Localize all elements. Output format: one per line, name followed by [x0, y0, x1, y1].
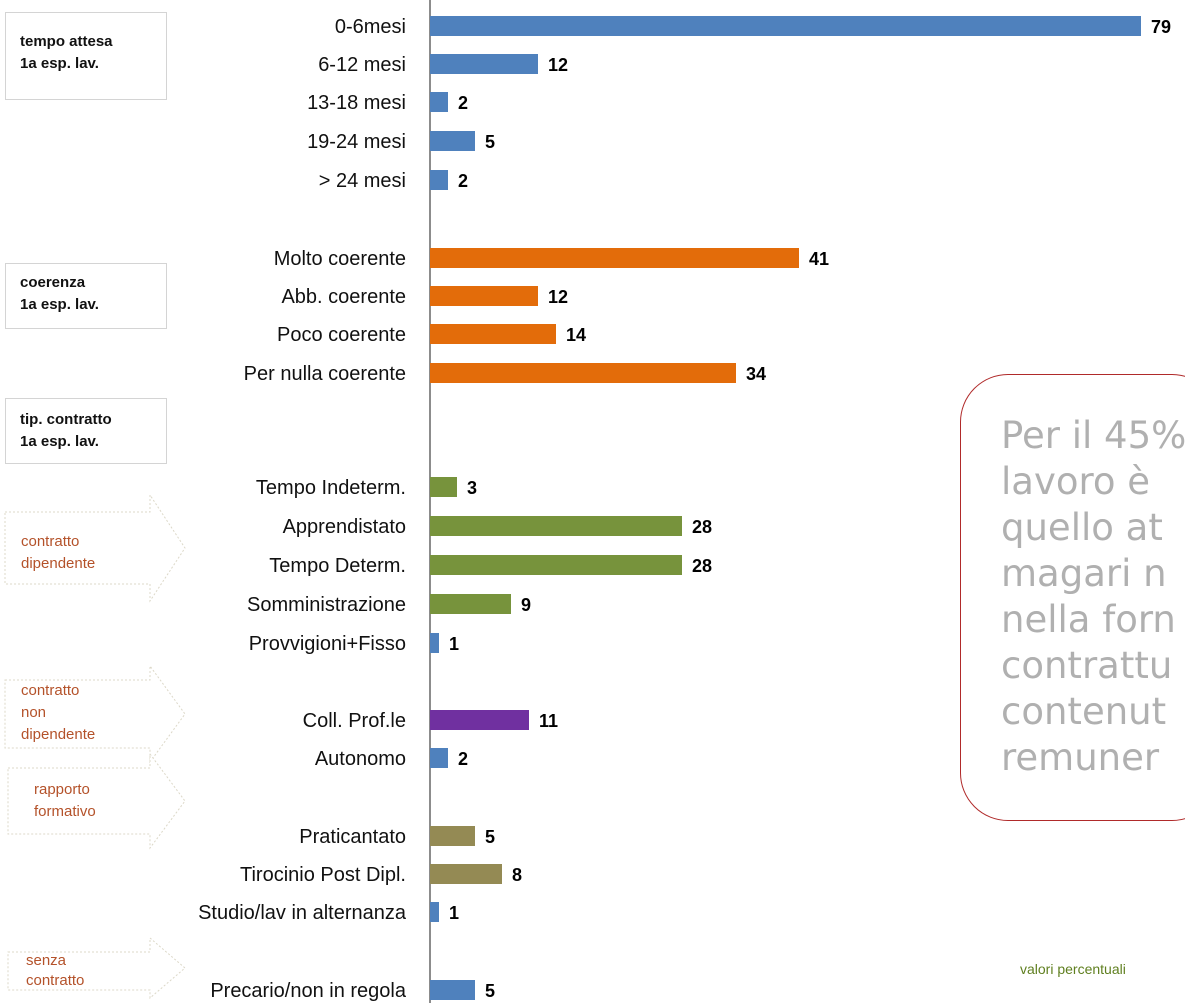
section-box-tempo-attesa: tempo attesa 1a esp. lav. [5, 12, 167, 100]
bar [430, 248, 799, 268]
bar [430, 131, 475, 151]
category-label: Precario/non in regola [210, 980, 407, 1002]
group-label-line: contratto [26, 972, 85, 989]
category-label: Somministrazione [247, 594, 406, 616]
category-label: Studio/lav in alternanza [198, 902, 407, 924]
value-label: 5 [485, 827, 495, 847]
value-label: 2 [458, 749, 468, 769]
value-label: 5 [485, 132, 495, 152]
bar [430, 286, 538, 306]
group-label-senza-contratto: senza contratto [10, 947, 100, 995]
callout-line: Per il 45% [1001, 414, 1185, 457]
value-label: 1 [449, 634, 459, 654]
value-label: 3 [467, 478, 477, 498]
category-label: Per nulla coerente [244, 363, 406, 385]
callout-line: magari n [1001, 552, 1167, 595]
value-label: 79 [1151, 17, 1171, 37]
category-label: 19-24 mesi [307, 131, 406, 153]
callout-box: Per il 45% lavoro è quello at magari n n… [960, 374, 1185, 821]
value-label: 12 [548, 55, 568, 75]
group-label-dipendente: contratto dipendente [5, 527, 111, 579]
value-label: 34 [746, 364, 766, 384]
category-label: > 24 mesi [319, 170, 406, 192]
callout-line: lavoro è [1001, 460, 1151, 503]
category-label: Autonomo [315, 748, 406, 770]
bar [430, 92, 448, 112]
value-label: 1 [449, 903, 459, 923]
bar [430, 16, 1141, 36]
category-label: Coll. Prof.le [303, 710, 406, 732]
category-label: Abb. coerente [281, 286, 406, 308]
category-label: 0-6mesi [335, 16, 406, 38]
bar [430, 363, 736, 383]
callout-line: remuner [1001, 736, 1160, 779]
units-note: valori percentuali [1020, 961, 1126, 977]
value-label: 2 [458, 171, 468, 191]
bar [430, 633, 439, 653]
bar [430, 170, 448, 190]
category-label: Apprendistato [283, 516, 406, 538]
bar [430, 748, 448, 768]
section-title-line: 1a esp. lav. [20, 433, 99, 450]
section-title-line: tip. contratto [20, 411, 112, 428]
bar [430, 324, 556, 344]
value-label: 28 [692, 517, 712, 537]
group-label-line: contratto [21, 533, 80, 550]
value-label: 2 [458, 93, 468, 113]
category-label: 13-18 mesi [307, 92, 406, 114]
value-label: 12 [548, 287, 568, 307]
bar [430, 826, 475, 846]
category-label: Provvigioni+Fisso [249, 633, 406, 655]
category-label: Poco coerente [277, 324, 406, 346]
group-label-line: non [21, 704, 47, 721]
callout-line: quello at [1001, 506, 1163, 549]
value-label: 41 [809, 249, 829, 269]
group-label-line: contratto [21, 682, 80, 699]
section-title-line: coerenza [20, 274, 86, 291]
bar [430, 902, 439, 922]
bar [430, 710, 529, 730]
value-label: 14 [566, 325, 586, 345]
category-label: 6-12 mesi [318, 54, 406, 76]
bar [430, 594, 511, 614]
callout-line: contenut [1001, 690, 1167, 733]
bar [430, 54, 538, 74]
group-label-line: rapporto [34, 781, 90, 798]
group-label-line: senza [26, 952, 67, 969]
section-title-line: tempo attesa [20, 33, 113, 50]
bar [430, 516, 682, 536]
bar [430, 477, 457, 497]
group-label-non-dipendente: contratto non dipendente [5, 676, 111, 750]
value-label: 11 [539, 711, 558, 731]
category-label: Tempo Determ. [269, 555, 406, 577]
value-label: 28 [692, 556, 712, 576]
section-title-line: 1a esp. lav. [20, 55, 99, 72]
bar [430, 555, 682, 575]
bar [430, 864, 502, 884]
section-box-coerenza: coerenza 1a esp. lav. [5, 263, 167, 329]
callout-line: nella forn [1001, 598, 1176, 641]
group-label-line: dipendente [21, 726, 96, 743]
group-label-formativo: rapporto formativo [18, 775, 112, 827]
section-title-line: 1a esp. lav. [20, 296, 99, 313]
group-label-line: formativo [34, 803, 96, 820]
callout-line: contrattu [1001, 644, 1173, 687]
category-label: Tirocinio Post Dipl. [240, 864, 406, 886]
section-box-tip-contratto: tip. contratto 1a esp. lav. [5, 398, 167, 464]
group-label-line: dipendente [21, 555, 96, 572]
category-label: Molto coerente [274, 248, 406, 270]
category-label: Praticantato [299, 826, 406, 848]
value-label: 9 [521, 595, 531, 615]
value-label: 8 [512, 865, 522, 885]
bar [430, 980, 475, 1000]
value-label: 5 [485, 981, 495, 1001]
category-label: Tempo Indeterm. [256, 477, 406, 499]
